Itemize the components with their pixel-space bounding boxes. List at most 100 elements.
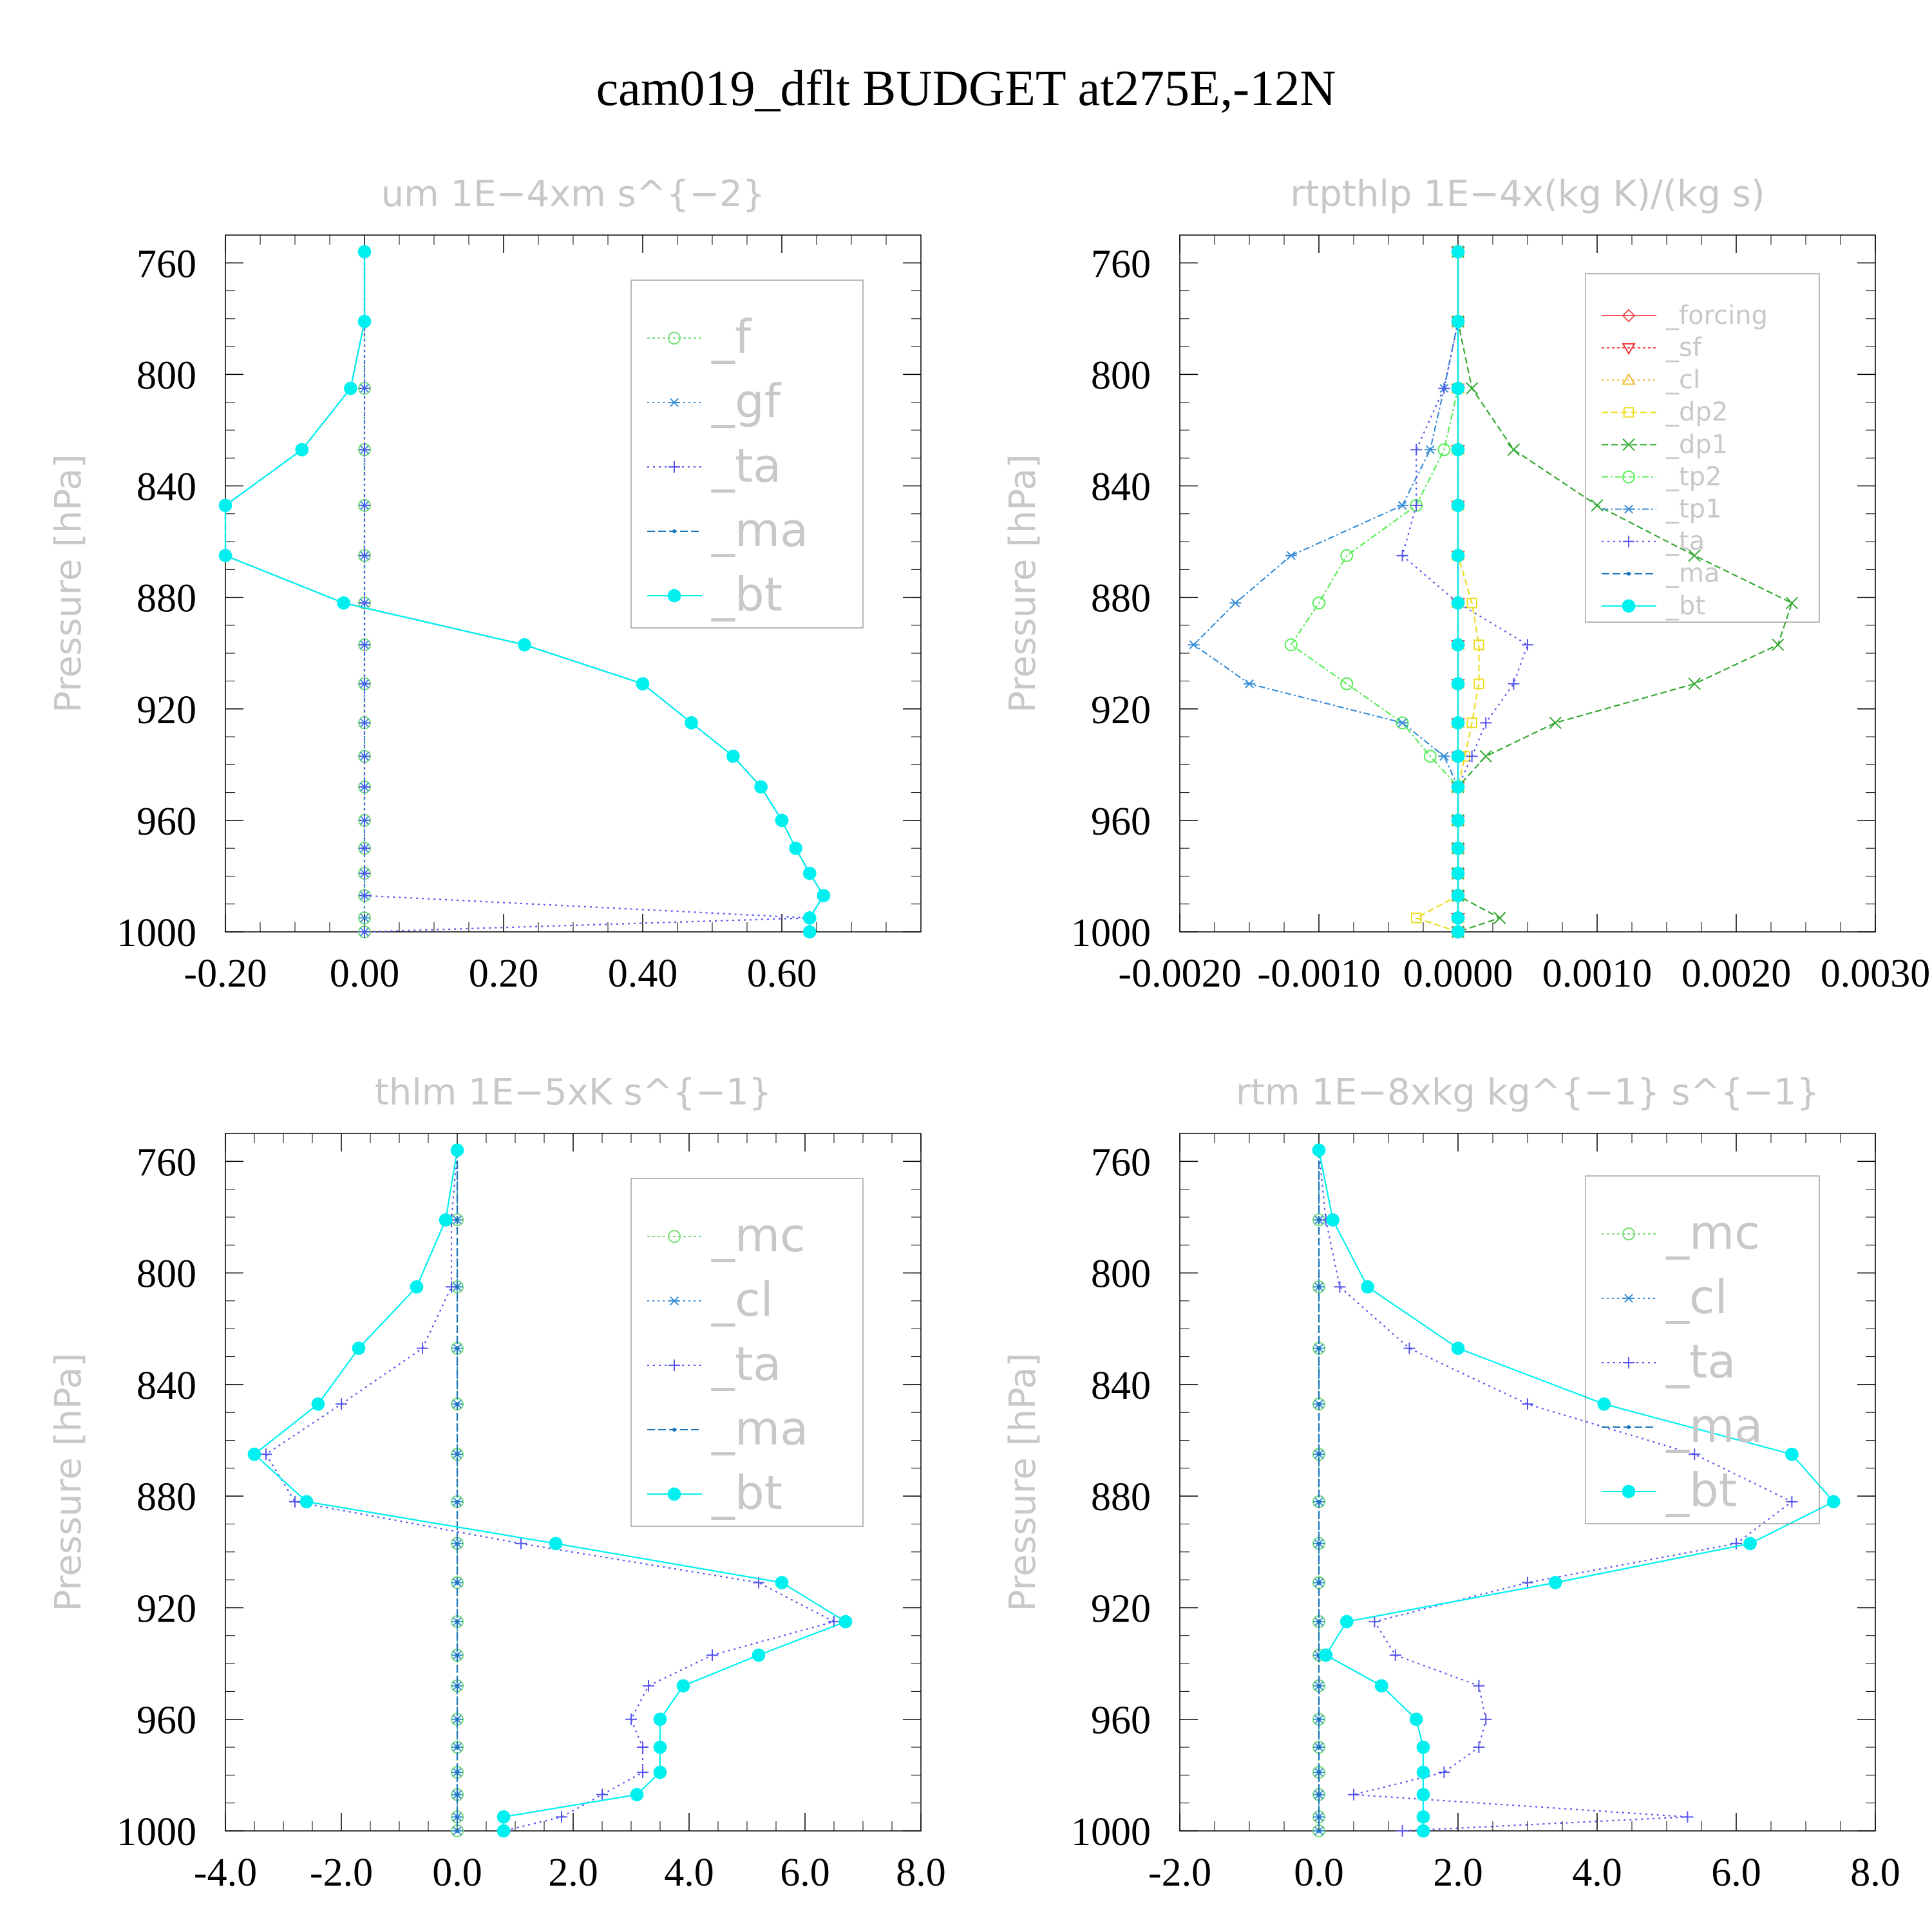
marker bbox=[1622, 343, 1636, 355]
series-bt bbox=[247, 1143, 853, 1838]
legend-label: _mc bbox=[1665, 1206, 1760, 1260]
marker bbox=[1479, 750, 1492, 763]
marker bbox=[1439, 752, 1449, 761]
legend-label: _dp2 bbox=[1665, 397, 1728, 427]
legend-label: _mc bbox=[711, 1208, 806, 1262]
plot-frame bbox=[225, 1133, 922, 1832]
legend: _mc _cl _ta _ma _bt bbox=[630, 1178, 864, 1527]
y-tick-label: 840 bbox=[137, 1364, 196, 1408]
marker bbox=[1451, 381, 1465, 395]
series-dp1 bbox=[1452, 245, 1799, 938]
marker bbox=[1451, 749, 1465, 763]
marker bbox=[1622, 599, 1636, 613]
x-tick-label: 0.0010 bbox=[1542, 952, 1653, 996]
marker bbox=[1785, 1447, 1799, 1461]
x-tick-label: -0.0020 bbox=[1118, 952, 1241, 996]
y-tick-label: 1000 bbox=[1071, 1810, 1151, 1854]
chart-panel-4: rtm 1E−8xkg kg^{−1} s^{−1} Pressure [hPa]… bbox=[1002, 1072, 1900, 1895]
marker bbox=[455, 1580, 459, 1585]
y-tick-label: 760 bbox=[137, 1141, 196, 1184]
marker bbox=[1493, 911, 1506, 925]
marker bbox=[754, 780, 768, 794]
legend: _mc _cl _ta _ma _bt bbox=[1585, 1175, 1820, 1524]
x-tick-label: 2.0 bbox=[548, 1851, 598, 1895]
marker bbox=[653, 1765, 667, 1779]
marker bbox=[1317, 1792, 1321, 1797]
marker bbox=[455, 1499, 459, 1504]
marker bbox=[1622, 308, 1636, 323]
y-tick-label: 960 bbox=[1091, 1699, 1151, 1743]
panel-title: rtm 1E−8xkg kg^{−1} s^{−1} bbox=[1236, 1072, 1819, 1113]
marker bbox=[1627, 1425, 1631, 1429]
marker bbox=[1466, 717, 1477, 728]
marker bbox=[311, 1397, 325, 1411]
marker bbox=[455, 1346, 459, 1350]
marker bbox=[672, 1428, 676, 1432]
x-tick-label: 2.0 bbox=[1433, 1851, 1483, 1895]
marker bbox=[1397, 718, 1407, 728]
marker bbox=[1451, 442, 1465, 457]
marker bbox=[455, 1218, 459, 1222]
marker bbox=[1317, 1346, 1321, 1350]
y-tick-label: 880 bbox=[137, 577, 196, 621]
legend-box bbox=[1585, 1175, 1820, 1524]
y-tick-label: 960 bbox=[137, 1699, 196, 1743]
legend-label: _bt bbox=[711, 567, 782, 621]
marker bbox=[1465, 382, 1479, 395]
x-tick-label: 0.20 bbox=[469, 952, 539, 996]
y-tick-label: 840 bbox=[137, 466, 196, 509]
series-ma bbox=[455, 1148, 459, 1833]
marker bbox=[1451, 866, 1465, 880]
y-axis-label: Pressure [hPa] bbox=[1002, 454, 1044, 713]
x-tick-label: 4.0 bbox=[1572, 1851, 1622, 1895]
marker bbox=[1409, 1712, 1423, 1727]
legend-label: _ma bbox=[1665, 1399, 1763, 1453]
marker bbox=[1317, 1452, 1321, 1457]
x-tick-label: 6.0 bbox=[1711, 1851, 1761, 1895]
marker bbox=[775, 813, 789, 828]
marker bbox=[295, 442, 309, 457]
panel-title: rtpthlp 1E−4x(kg K)/(kg s) bbox=[1290, 173, 1765, 215]
marker bbox=[1507, 443, 1520, 456]
marker bbox=[1416, 1740, 1430, 1754]
marker bbox=[455, 1285, 459, 1289]
marker bbox=[497, 1810, 511, 1824]
panel-title: thlm 1E−5xK s^{−1} bbox=[375, 1072, 772, 1113]
marker bbox=[344, 381, 357, 395]
marker bbox=[1451, 549, 1465, 563]
y-tick-label: 800 bbox=[137, 1253, 196, 1296]
legend-label: _cl bbox=[1665, 1270, 1728, 1324]
y-tick-label: 880 bbox=[1091, 1475, 1151, 1519]
marker bbox=[497, 1824, 511, 1838]
marker bbox=[455, 1653, 459, 1658]
marker bbox=[1317, 1285, 1321, 1289]
marker bbox=[1416, 1765, 1430, 1779]
y-axis-label: Pressure [hPa] bbox=[48, 1353, 90, 1612]
x-tick-label: 0.0000 bbox=[1403, 952, 1513, 996]
legend-box bbox=[1585, 273, 1820, 623]
marker bbox=[455, 1683, 459, 1688]
marker bbox=[1317, 1770, 1321, 1775]
legend-label: _gf bbox=[711, 374, 782, 428]
legend: _forcing _sf_cl_dp2 _dp1 _tp2 _tp1 _ta _ma_bt bbox=[1585, 273, 1820, 623]
legend-label: _sf bbox=[1665, 333, 1702, 363]
marker bbox=[1411, 913, 1422, 923]
marker bbox=[1312, 596, 1325, 610]
series-bt bbox=[218, 245, 831, 939]
marker bbox=[1244, 679, 1255, 688]
marker bbox=[1549, 716, 1562, 730]
marker bbox=[218, 549, 232, 563]
legend-label: _ta bbox=[1665, 527, 1705, 556]
y-tick-label: 840 bbox=[1091, 466, 1151, 509]
marker bbox=[1622, 1227, 1635, 1240]
y-tick-label: 920 bbox=[1091, 688, 1151, 732]
marker bbox=[1451, 314, 1465, 328]
marker bbox=[1397, 500, 1407, 510]
legend-label: _forcing bbox=[1665, 301, 1768, 330]
marker bbox=[1826, 1495, 1841, 1509]
marker bbox=[1451, 780, 1465, 794]
marker bbox=[1785, 596, 1799, 610]
y-tick-label: 880 bbox=[1091, 577, 1151, 621]
marker bbox=[726, 749, 740, 763]
marker bbox=[455, 1452, 459, 1457]
